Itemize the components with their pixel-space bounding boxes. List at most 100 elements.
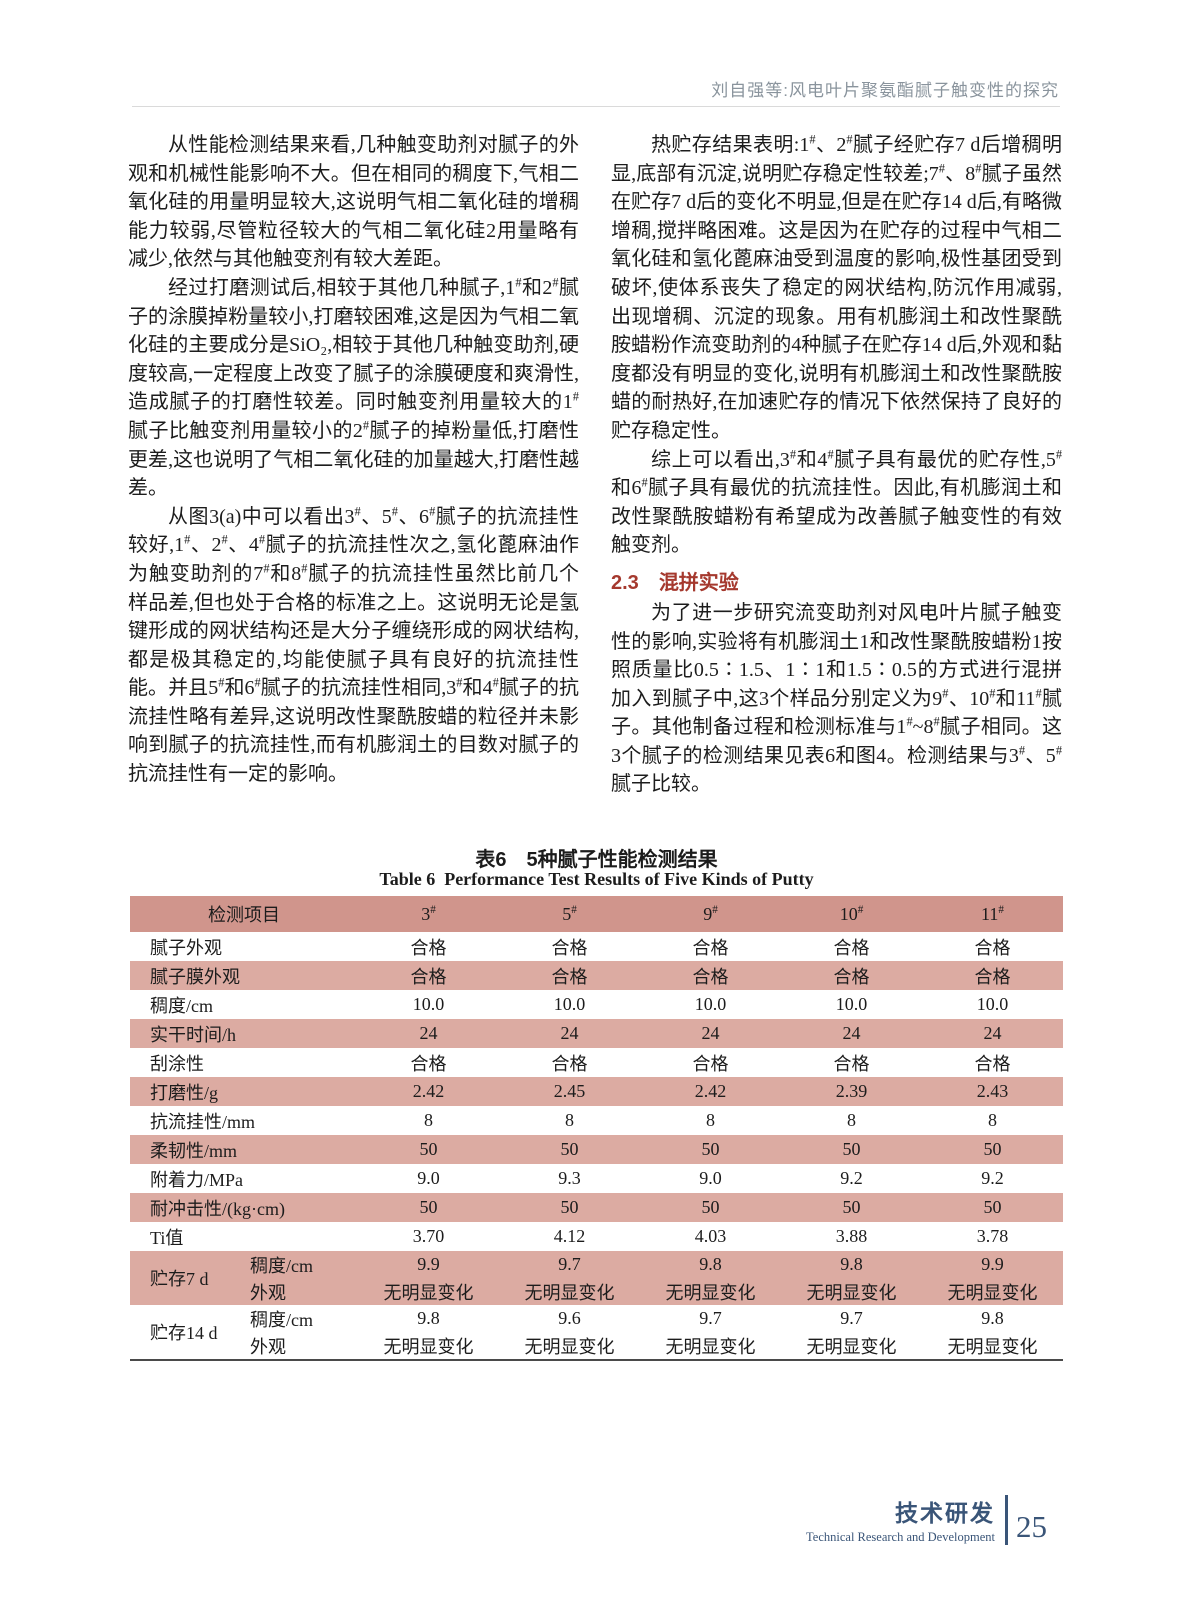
cell: 8 [847,1110,856,1130]
cell: 无明显变化 [383,1282,474,1303]
cell: 3.88 [835,1226,868,1246]
cell: 4.12 [553,1226,586,1246]
cell: 50 [983,1139,1002,1159]
paragraph: 热贮存结果表明:1#、2#腻子经贮存7 d后增稠明显,底部有沉淀,说明贮存稳定性… [611,132,1063,442]
row-label: 腻子膜外观 [150,966,240,987]
cell: 9.8 [699,1254,722,1274]
cell: 8 [565,1110,574,1130]
page-footer: 技术研发 Technical Research and Development … [806,1494,1047,1545]
table-row: 附着力/MPa 9.0 9.3 9.0 9.2 9.2 [130,1164,1063,1193]
cell: 合格 [551,1053,588,1074]
row-label: 附着力/MPa [150,1169,244,1190]
cell: 2.42 [412,1081,445,1101]
cell: 50 [983,1197,1002,1217]
left-column: 从性能检测结果来看,几种触变助剂对腻子的外观和机械性能影响不大。但在相同的稠度下… [128,131,579,799]
section-number: 2.3 [611,571,639,594]
column-header: 11# [981,903,1004,924]
row-label: Ti值 [150,1227,184,1248]
table-row: 实干时间/h 24 24 24 24 24 [130,1019,1063,1048]
table-row: 耐冲击性/(kg·cm) 50 50 50 50 50 [130,1193,1063,1222]
cell: 合格 [410,937,447,958]
table-header-row: 检测项目 3# 5# 9# 10# 11# [130,896,1063,932]
cell: 合格 [551,937,588,958]
cell: 合格 [551,966,588,987]
table-row: 稠度/cm 10.0 10.0 10.0 10.0 10.0 [130,990,1063,1019]
row-label: 打磨性/g [150,1082,219,1103]
cell: 9.8 [417,1308,440,1328]
two-column-body: 从性能检测结果来看,几种触变助剂对腻子的外观和机械性能影响不大。但在相同的稠度下… [128,131,1062,799]
column-header: 3# [421,903,436,924]
cell: 9.2 [840,1168,863,1188]
table-row: 柔韧性/mm 50 50 50 50 50 [130,1135,1063,1164]
cell: 10.0 [976,994,1009,1014]
cell: 合格 [833,937,870,958]
row-label: 刮涂性 [150,1053,204,1074]
table-caption-en: Table 6 Performance Test Results of Five… [379,869,814,889]
storage-14d-row: 贮存14 d 稠度/cm 9.8 9.6 9.7 9.7 9.8 [130,1305,1063,1343]
cell: 4.03 [694,1226,727,1246]
section-title: 混拼实验 [658,571,739,594]
cell: 50 [419,1139,438,1159]
row-label: 抗流挂性/mm [150,1111,256,1132]
row-label: 腻子外观 [150,937,222,958]
table-row: 腻子外观 合格 合格 合格 合格 合格 [130,932,1063,961]
cell: 无明显变化 [383,1336,474,1357]
cell: 9.8 [981,1308,1004,1328]
sub-row-label: 外观 [250,1282,286,1303]
cell: 合格 [692,937,729,958]
table-row: 打磨性/g 2.42 2.45 2.42 2.39 2.43 [130,1077,1063,1106]
table-row: 刮涂性 合格 合格 合格 合格 合格 [130,1048,1063,1077]
cell: 24 [842,1023,861,1043]
cell: 24 [983,1023,1002,1043]
paragraph: 经过打磨测试后,相较于其他几种腻子,1#和2#腻子的涂膜掉粉量较小,打磨较困难,… [128,275,580,500]
cell: 50 [560,1197,579,1217]
cell: 无明显变化 [524,1336,615,1357]
sub-row-label: 稠度/cm [250,1255,313,1276]
cell: 50 [701,1197,720,1217]
footer-section-zh: 技术研发 [895,1500,995,1526]
cell: 无明显变化 [665,1336,756,1357]
cell: 合格 [833,966,870,987]
cell: 合格 [974,937,1011,958]
cell: 10.0 [412,994,445,1014]
cell: 10.0 [694,994,727,1014]
cell: 9.6 [558,1308,581,1328]
cell: 10.0 [835,994,868,1014]
group-label: 贮存7 d [150,1269,209,1289]
cell: 无明显变化 [806,1282,897,1303]
header-rule [132,106,1060,107]
cell: 合格 [410,966,447,987]
cell: 50 [701,1139,720,1159]
cell: 50 [842,1197,861,1217]
cell: 9.7 [699,1308,722,1328]
paragraph: 从图3(a)中可以看出3#、5#、6#腻子的抗流挂性较好,1#、2#、4#腻子的… [128,504,580,786]
cell: 9.2 [981,1168,1004,1188]
column-header: 9# [703,903,718,924]
cell: 24 [560,1023,579,1043]
cell: 2.39 [835,1081,868,1101]
cell: 无明显变化 [947,1336,1038,1357]
cell: 2.43 [976,1081,1009,1101]
cell: 24 [419,1023,438,1043]
cell: 8 [424,1110,433,1130]
storage-14d-row: 外观 无明显变化 无明显变化 无明显变化 无明显变化 无明显变化 [130,1332,1063,1360]
cell: 无明显变化 [947,1282,1038,1303]
column-header: 10# [839,903,864,924]
table-caption-zh: 表6 5种腻子性能检测结果 [475,849,718,871]
sub-row-label: 外观 [250,1336,286,1357]
cell: 无明显变化 [524,1282,615,1303]
row-label: 稠度/cm [150,995,213,1016]
paragraph: 为了进一步研究流变助剂对风电叶片腻子触变性的影响,实验将有机膨润土1和改性聚酰胺… [611,601,1063,796]
cell: 9.9 [417,1254,440,1274]
table-row: 抗流挂性/mm 8 8 8 8 8 [130,1106,1063,1135]
storage-7d-row: 外观 无明显变化 无明显变化 无明显变化 无明显变化 无明显变化 [130,1278,1063,1305]
cell: 50 [560,1139,579,1159]
results-table: 检测项目 3# 5# 9# 10# 11# 腻子外观 合格 合格 合格 合格 合… [130,896,1063,1361]
cell: 合格 [974,1053,1011,1074]
column-header: 检测项目 [208,905,280,925]
row-label: 实干时间/h [150,1024,237,1045]
table-row: Ti值 3.70 4.12 4.03 3.88 3.78 [130,1222,1063,1251]
footer-divider [1005,1494,1008,1545]
cell: 3.78 [976,1226,1009,1246]
cell: 9.0 [417,1168,440,1188]
